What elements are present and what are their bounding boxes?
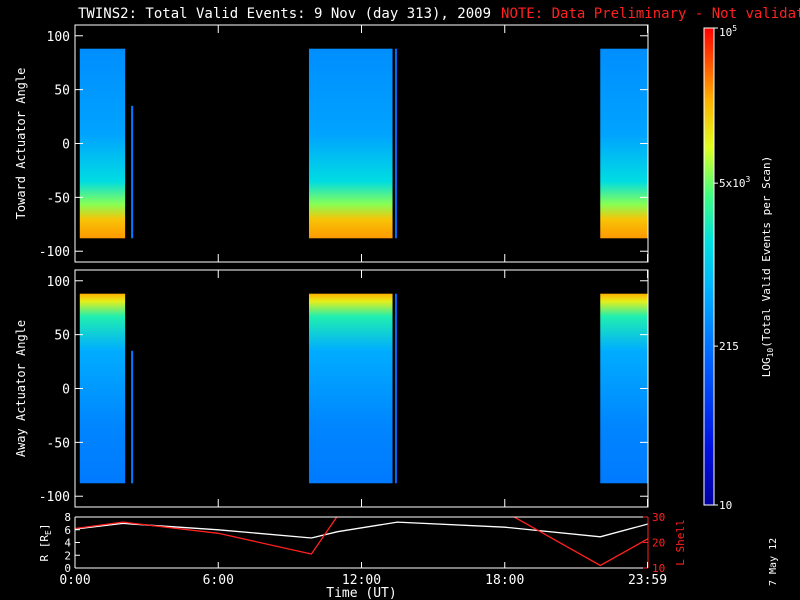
y-tick-label: -50	[47, 191, 70, 206]
data-segment-1	[79, 293, 126, 484]
data-segment-3	[600, 293, 648, 484]
data-segment-2	[308, 48, 393, 239]
x-tick-label: 6:00	[203, 573, 234, 588]
x-tick-label: 12:00	[342, 573, 381, 588]
y-tick-label: 100	[47, 30, 70, 45]
y-tick-label: 0	[62, 138, 70, 153]
toward-panel: 100 50 0 -50 -100 Toward Actuator Angle	[14, 24, 649, 263]
date-stamp: 7 May 12	[768, 537, 779, 586]
colorbar-tick-label: 5x103	[719, 175, 751, 190]
y-tick-label: -50	[47, 436, 70, 451]
left-y-tick-label: 4	[64, 537, 71, 550]
left-y-tick-label: 6	[64, 524, 71, 537]
x-axis-label: Time (UT)	[326, 586, 396, 600]
data-segment-3	[600, 48, 648, 239]
preliminary-note: NOTE: Data Preliminary - Not validated	[501, 6, 800, 22]
y-tick-label: 50	[54, 329, 70, 344]
left-y-tick-label: 0	[64, 562, 71, 575]
left-y-tick-label: 2	[64, 549, 71, 562]
right-y-tick-label: 30	[652, 511, 665, 524]
lshell-series-line	[75, 517, 648, 567]
x-tick-label: 23:59	[628, 573, 667, 588]
left-y-tick-label: 8	[64, 511, 71, 524]
y-tick-label: 50	[54, 84, 70, 99]
right-y-tick-label: 20	[652, 537, 665, 550]
lshell-axis-label: L Shell	[674, 519, 687, 565]
chart-title: TWINS2: Total Valid Events: 9 Nov (day 3…	[78, 6, 800, 22]
data-segment-2	[308, 293, 393, 484]
y-tick-label: 100	[47, 275, 70, 290]
colorbar-gradient	[703, 27, 715, 506]
colorbar-tick-label: 10	[719, 499, 732, 512]
right-y-tick-label: 10	[652, 562, 665, 575]
y-tick-label: -100	[39, 245, 70, 260]
x-tick-label: 18:00	[485, 573, 524, 588]
data-spike-1	[131, 105, 134, 239]
data-spike-2	[394, 48, 397, 239]
data-spike-1	[131, 350, 134, 484]
colorbar-tick-label: 215	[719, 340, 739, 353]
x-tick-label: 0:00	[59, 573, 90, 588]
title-text: TWINS2: Total Valid Events: 9 Nov (day 3…	[78, 6, 492, 22]
y-axis-label: Away Actuator Angle	[14, 320, 28, 457]
y-axis-label: Toward Actuator Angle	[14, 68, 28, 220]
range-series-line	[75, 521, 648, 539]
colorbar: 105 5x103 215 10 LOG10(Total Valid Events pe…	[703, 24, 775, 512]
y-tick-label: 0	[62, 383, 70, 398]
colorbar-tick-label: 105	[719, 24, 737, 39]
data-segment-1	[79, 48, 126, 239]
colorbar-label: LOG10(Total Valid Events per Scan)	[760, 156, 775, 378]
range-axis-label: R [RE]	[38, 524, 53, 562]
away-panel: 100 50 0 -50 -100 Away Actuator Angle	[14, 269, 649, 508]
y-tick-label: -100	[39, 490, 70, 505]
data-spike-2	[394, 293, 397, 484]
